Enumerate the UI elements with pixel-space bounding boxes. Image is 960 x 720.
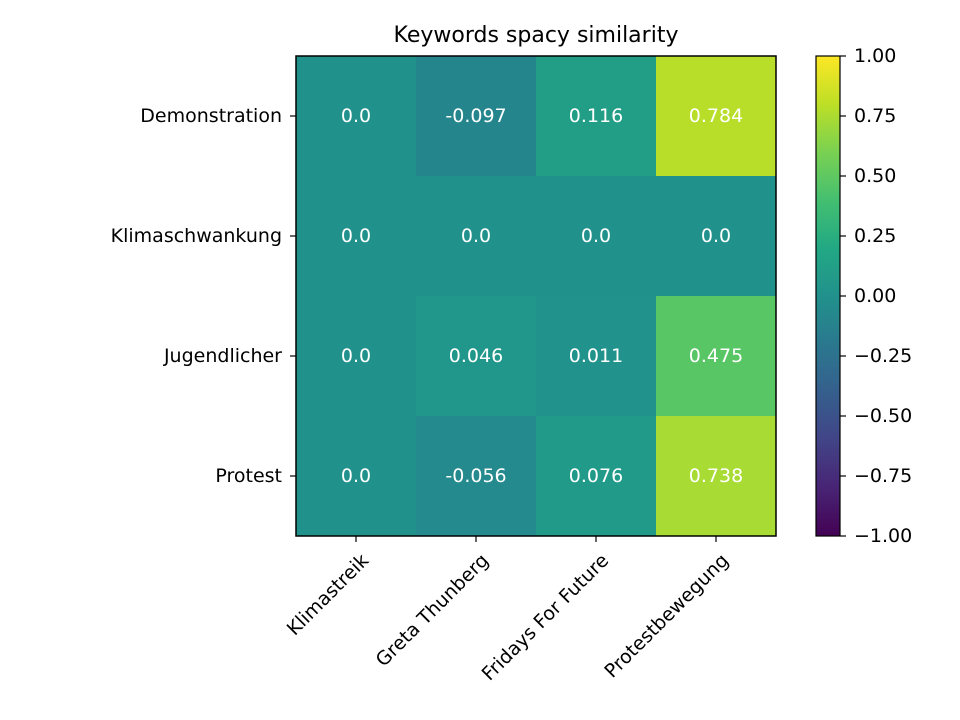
colorbar-tick-label: 0.25 [854, 225, 896, 247]
cell-value-label: 0.0 [341, 345, 371, 367]
cell-value-label: 0.784 [689, 105, 743, 127]
heatmap-cell [656, 296, 777, 417]
colorbar-ticks: 1.00 0.75 0.50 0.25 0.00 −0.25 −0.50 −0.75 −1.00 [840, 45, 912, 547]
y-tick-label: Protest [215, 465, 282, 487]
cell-value-label: 0.0 [461, 225, 491, 247]
cell-value-label: 0.0 [341, 465, 371, 487]
cell-value-label: 0.011 [569, 345, 623, 367]
colorbar-tick-label: −0.50 [854, 405, 912, 427]
colorbar-tick-label: 0.00 [854, 285, 896, 307]
x-tick-label: Fridays For Future [478, 550, 614, 686]
cell-value-label: -0.097 [445, 105, 506, 127]
colorbar-tick-label: 0.50 [854, 165, 896, 187]
heatmap-cell [416, 296, 537, 417]
x-tick-label: Protestbewegung [600, 550, 733, 683]
y-tick-label: Demonstration [140, 105, 282, 127]
chart-title: Keywords spacy similarity [394, 23, 679, 48]
y-axis-ticks: Demonstration Klimaschwankung Jugendlicher… [111, 105, 296, 487]
heatmap-cell [296, 56, 417, 177]
heatmap-cell [536, 56, 657, 177]
heatmap-cell [416, 176, 537, 297]
heatmap-cell [416, 416, 537, 537]
cell-value-label: -0.056 [445, 465, 506, 487]
heatmap-cell [296, 176, 417, 297]
heatmap-cell [536, 296, 657, 417]
heatmap-cell [296, 416, 417, 537]
colorbar-tick-label: −0.75 [854, 465, 912, 487]
cell-value-label: 0.116 [569, 105, 623, 127]
heatmap-cell [416, 56, 537, 177]
y-tick-label: Jugendlicher [163, 345, 282, 367]
cell-value-label: 0.475 [689, 345, 743, 367]
cell-value-label: 0.046 [449, 345, 503, 367]
heatmap-cell [656, 56, 777, 177]
plot-frame [295, 55, 777, 537]
heatmap-cell [536, 416, 657, 537]
cell-value-label: 0.0 [701, 225, 731, 247]
y-tick-label: Klimaschwankung [111, 225, 282, 247]
x-tick-label: Greta Thunberg [372, 550, 494, 672]
colorbar-tick-label: 0.75 [854, 105, 896, 127]
heatmap-cell-labels: 0.0 -0.097 0.116 0.784 0.0 0.0 0.0 0.0 0.0 0.046 0… [341, 105, 743, 487]
colorbar-tick-label: 1.00 [854, 45, 896, 67]
cell-value-label: 0.076 [569, 465, 623, 487]
cell-value-label: 0.0 [581, 225, 611, 247]
heatmap-cell [536, 176, 657, 297]
heatmap-cell [656, 416, 777, 537]
colorbar-tick-label: −0.25 [854, 345, 912, 367]
heatmap-cell [296, 296, 417, 417]
x-tick-label: Klimastreik [283, 550, 373, 640]
cell-value-label: 0.738 [689, 465, 743, 487]
heatmap-cell [656, 176, 777, 297]
colorbar-tick-label: −1.00 [854, 525, 912, 547]
heatmap-cells [296, 56, 777, 537]
colorbar [815, 55, 841, 537]
cell-value-label: 0.0 [341, 225, 371, 247]
cell-value-label: 0.0 [341, 105, 371, 127]
